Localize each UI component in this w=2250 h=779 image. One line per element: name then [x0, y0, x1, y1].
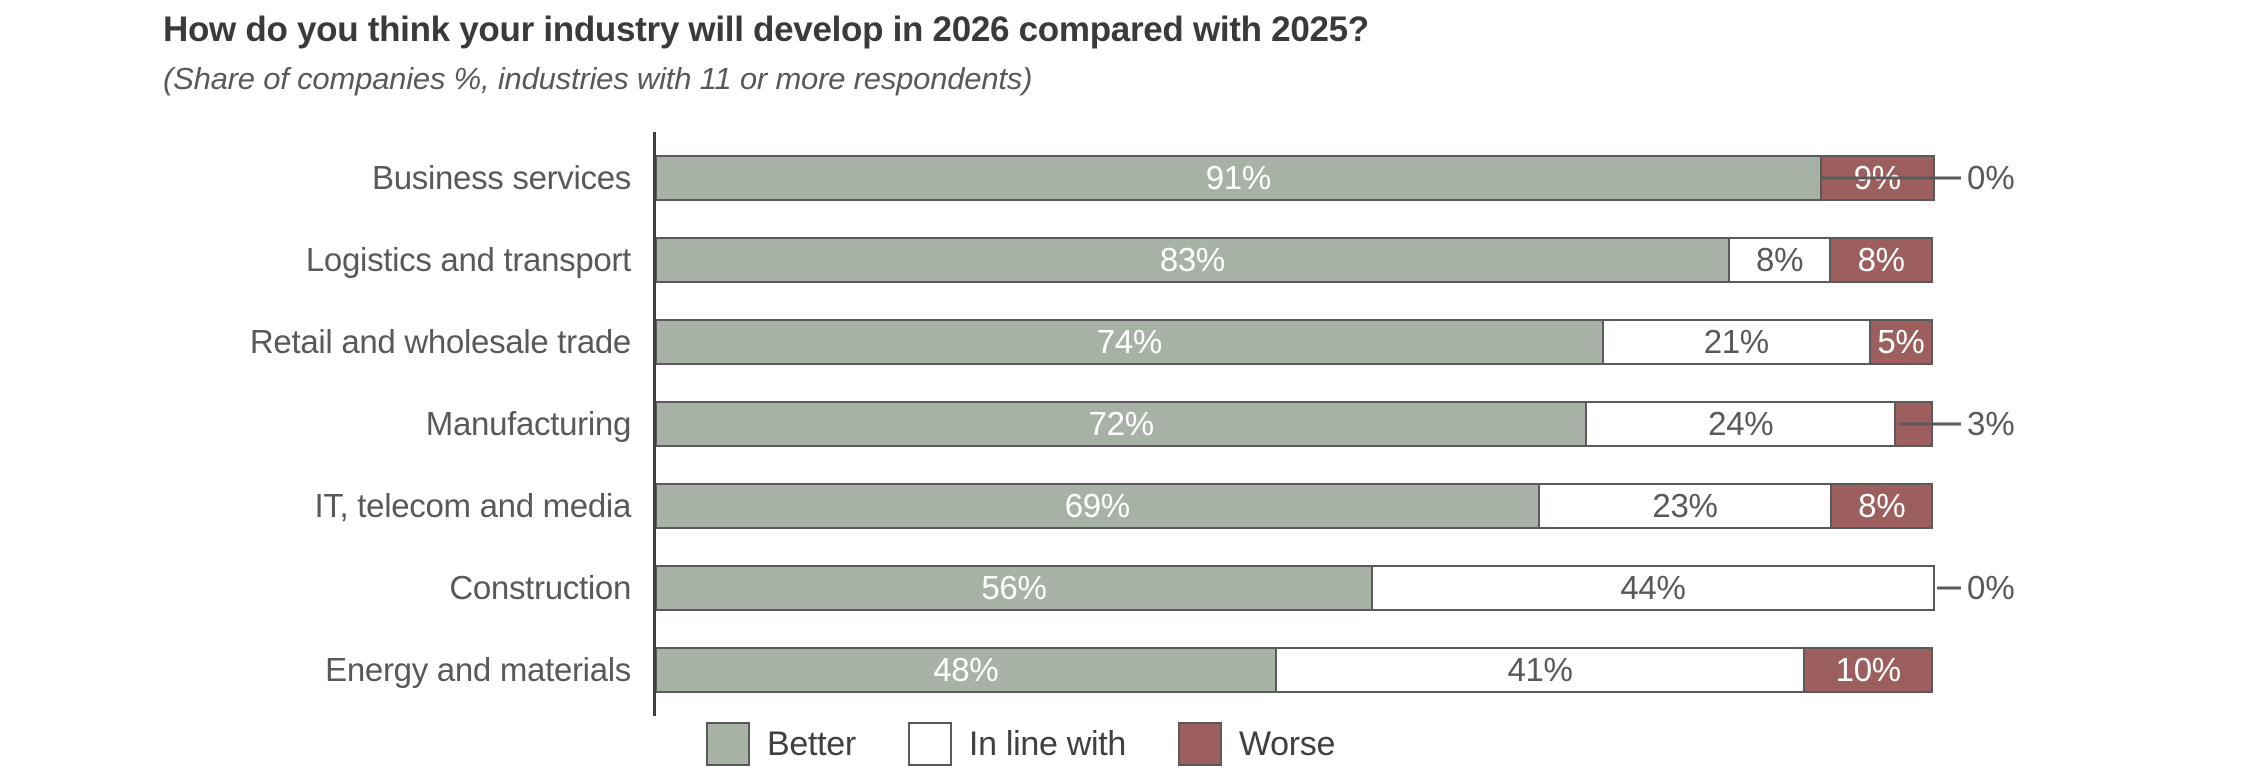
legend-item-in-line-with: In line with [907, 722, 1126, 766]
chart-row: Logistics and transport 83% 8% 8% [0, 219, 2250, 301]
leader-line [1937, 586, 1961, 590]
stacked-bar-chart: Business services 91% 9% 0% Logistics and tr… [0, 132, 2250, 716]
bar-value-label: 72% [1088, 405, 1154, 442]
bar-segment-worse: 10% [1803, 647, 1933, 693]
bar-segment-better: 74% [655, 319, 1604, 365]
bar-value-label: 8% [1857, 241, 1905, 278]
chart-row: Business services 91% 9% 0% [0, 137, 2250, 219]
y-axis-line [653, 132, 656, 716]
bar-track: 74% 21% 5% [655, 319, 1937, 365]
legend: Better In line with Worse [706, 722, 1335, 766]
bar-value-label: 83% [1159, 241, 1225, 278]
bar-track: 91% 9% 0% [655, 155, 2015, 201]
bar-segment-better: 69% [655, 483, 1540, 529]
bar-track: 48% 41% 10% [655, 647, 1937, 693]
bar-segment-better: 48% [655, 647, 1277, 693]
bar-value-label: 74% [1096, 323, 1162, 360]
bar-segment-worse: 8% [1830, 483, 1933, 529]
chart-row: Construction 56% 44% 0% [0, 547, 2250, 629]
outside-value-label: 0% [1967, 159, 2015, 196]
chart-rows: Business services 91% 9% 0% Logistics and tr… [0, 137, 2250, 711]
bar-segment-better: 72% [655, 401, 1588, 447]
bar-segment-in-line-with: 8% [1727, 237, 1832, 283]
bar-value-label: 91% [1205, 159, 1271, 196]
bar-segment-in-line-with: 23% [1537, 483, 1833, 529]
chart-title: How do you think your industry will deve… [163, 10, 1369, 49]
outside-value-label: 0% [1967, 569, 2015, 606]
chart-subtitle: (Share of companies %, industries with 1… [163, 61, 1033, 96]
worse-swatch-icon [1177, 722, 1222, 766]
in-line-with-swatch-icon [907, 722, 952, 766]
legend-item-better: Better [706, 722, 856, 766]
bar-segment-worse: 8% [1829, 237, 1933, 283]
bar-value-label: 69% [1064, 487, 1130, 524]
bar-segment-better: 56% [655, 565, 1373, 611]
category-label: Logistics and transport [305, 241, 631, 278]
legend-label: Better [767, 724, 856, 763]
bar-value-label: 24% [1708, 405, 1774, 442]
outside-value-label: 3% [1967, 405, 2015, 442]
bar-segment-in-line-with: 41% [1274, 647, 1806, 693]
bar-value-label: 10% [1835, 651, 1901, 688]
category-label: Business services [372, 159, 631, 196]
bar-track: 83% 8% 8% [655, 237, 1937, 283]
better-swatch-icon [706, 722, 750, 766]
bar-segment-worse: 5% [1868, 319, 1933, 365]
bar-value-label: 5% [1877, 323, 1925, 360]
chart-row: Manufacturing 72% 24% 3% [0, 383, 2250, 465]
legend-label: Worse [1238, 724, 1336, 763]
leader-line [1821, 176, 1961, 180]
legend-item-worse: Worse [1177, 722, 1336, 766]
bar-value-label: 23% [1652, 487, 1718, 524]
chart-row: Energy and materials 48% 41% 10% [0, 629, 2250, 711]
bar-value-label: 8% [1858, 487, 1906, 524]
bar-segment-better: 83% [655, 237, 1730, 283]
legend-label: In line with [968, 724, 1126, 763]
bar-value-label: 21% [1703, 323, 1769, 360]
bar-segment-in-line-with: 21% [1601, 319, 1871, 365]
bar-segment-in-line-with: 44% [1370, 565, 1935, 611]
leader-line [1898, 422, 1961, 426]
bar-track: 56% 44% 0% [655, 565, 2015, 611]
bar-segment-better: 91% [655, 155, 1822, 201]
bar-track: 72% 24% 3% [655, 401, 2015, 447]
bar-value-label: 44% [1620, 569, 1686, 606]
category-label: Manufacturing [425, 405, 632, 442]
category-label: IT, telecom and media [314, 487, 631, 524]
category-label: Retail and wholesale trade [249, 323, 631, 360]
bar-value-label: 8% [1756, 241, 1804, 278]
bar-value-label: 48% [933, 651, 999, 688]
category-label: Energy and materials [325, 651, 631, 688]
chart-row: IT, telecom and media 69% 23% 8% [0, 465, 2250, 547]
category-label: Construction [449, 569, 631, 606]
bar-segment-in-line-with: 24% [1585, 401, 1897, 447]
bar-value-label: 56% [981, 569, 1047, 606]
bar-value-label: 41% [1507, 651, 1573, 688]
chart-row: Retail and wholesale trade 74% 21% 5% [0, 301, 2250, 383]
bar-track: 69% 23% 8% [655, 483, 1937, 529]
